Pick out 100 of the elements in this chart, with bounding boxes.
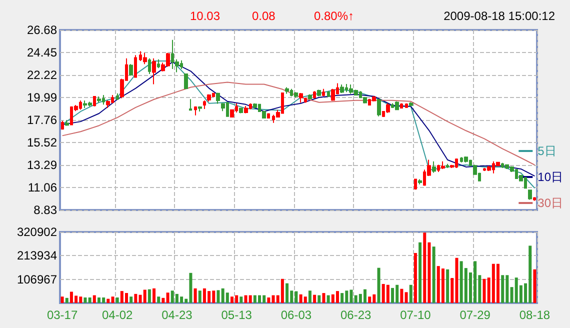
bar xyxy=(326,295,330,303)
bar xyxy=(308,290,312,303)
y-tick-label: 320902 xyxy=(16,225,58,239)
bar xyxy=(240,296,243,303)
candlestick xyxy=(253,102,257,108)
bar xyxy=(162,298,165,303)
bar xyxy=(400,288,404,303)
candlestick xyxy=(184,73,188,89)
candlestick xyxy=(294,92,298,98)
candlestick xyxy=(97,96,101,103)
candlestick xyxy=(377,98,381,117)
y-tick-label: 106967 xyxy=(16,272,58,286)
bar xyxy=(148,289,151,303)
candlestick xyxy=(528,189,532,200)
candlestick xyxy=(487,165,491,172)
candlestick xyxy=(198,106,202,112)
text: 0.80%↑ xyxy=(314,9,354,23)
legend-label: 30日 xyxy=(538,196,564,210)
bar xyxy=(409,284,412,303)
y-tick-label: 8.83 xyxy=(34,203,58,217)
candlestick xyxy=(203,100,206,110)
bar xyxy=(318,295,321,303)
candlestick xyxy=(432,160,436,174)
bar xyxy=(248,295,252,303)
candlestick xyxy=(395,100,399,110)
bar xyxy=(340,293,344,303)
y-tick-label: 19.99 xyxy=(26,90,58,104)
candlestick xyxy=(308,94,312,100)
x-tick-label: 06-23 xyxy=(340,308,372,322)
candlestick xyxy=(441,160,445,170)
bar xyxy=(368,296,372,303)
bar xyxy=(106,298,110,303)
bar xyxy=(441,268,444,303)
bar xyxy=(391,288,394,303)
candlestick xyxy=(134,54,137,78)
bar xyxy=(418,242,422,303)
y-tick-label: 13.29 xyxy=(26,158,58,172)
text: 2009-08-18 15:00:12 xyxy=(444,9,556,23)
bar xyxy=(313,294,316,303)
bar xyxy=(216,290,220,303)
bar xyxy=(423,232,426,303)
y-tick-label: 22.22 xyxy=(26,68,58,82)
text: 10.03 xyxy=(190,9,220,23)
bar xyxy=(152,288,156,303)
legend-label: 5日 xyxy=(538,144,556,158)
candlestick xyxy=(386,102,390,114)
bar xyxy=(134,294,138,303)
bar xyxy=(280,278,284,303)
bar xyxy=(84,297,87,303)
x-tick-label: 07-29 xyxy=(460,308,491,322)
candlestick xyxy=(414,178,417,190)
candlestick xyxy=(327,90,330,98)
bar xyxy=(226,292,229,303)
candlestick xyxy=(299,92,303,104)
bar xyxy=(533,269,536,303)
candlestick xyxy=(267,112,270,120)
candlestick xyxy=(143,52,147,65)
candlestick xyxy=(304,97,307,104)
candlestick xyxy=(372,96,376,102)
y-tick-label: 213934 xyxy=(16,248,58,263)
candlestick xyxy=(285,86,289,94)
bar xyxy=(286,283,289,303)
candlestick xyxy=(148,58,151,74)
candlestick xyxy=(239,108,243,114)
bar xyxy=(336,291,339,303)
candlestick xyxy=(216,92,220,104)
bar xyxy=(194,288,197,303)
bar xyxy=(116,297,119,303)
candlestick xyxy=(446,163,449,168)
bar xyxy=(414,252,417,303)
candlestick xyxy=(533,196,536,202)
candlestick xyxy=(65,120,69,126)
bar xyxy=(432,246,436,303)
candlestick xyxy=(313,90,316,100)
x-tick-label: 04-23 xyxy=(162,308,193,322)
y-tick-label: 11.06 xyxy=(28,180,58,195)
bar xyxy=(501,275,504,303)
y-tick-label: 17.76 xyxy=(26,112,58,127)
candlestick xyxy=(405,102,408,109)
bar xyxy=(404,292,408,303)
candlestick xyxy=(116,92,119,100)
candlestick xyxy=(189,98,192,111)
candlestick xyxy=(194,106,197,116)
line-series xyxy=(62,82,536,166)
candlestick xyxy=(409,102,413,107)
candlestick xyxy=(157,58,160,69)
bar xyxy=(92,295,96,303)
candlestick xyxy=(152,58,156,85)
y-tick-label: 24.45 xyxy=(26,45,58,60)
candlestick xyxy=(418,178,422,185)
bar xyxy=(198,290,202,303)
bar xyxy=(386,284,390,303)
y-tick-label: 26.68 xyxy=(26,23,58,37)
text: 0.08 xyxy=(252,9,276,23)
x-tick-label: 04-02 xyxy=(102,308,133,322)
candlestick xyxy=(340,84,344,94)
bar xyxy=(267,297,270,303)
bar xyxy=(322,293,326,303)
candlestick xyxy=(61,120,64,130)
candlestick xyxy=(129,64,133,76)
